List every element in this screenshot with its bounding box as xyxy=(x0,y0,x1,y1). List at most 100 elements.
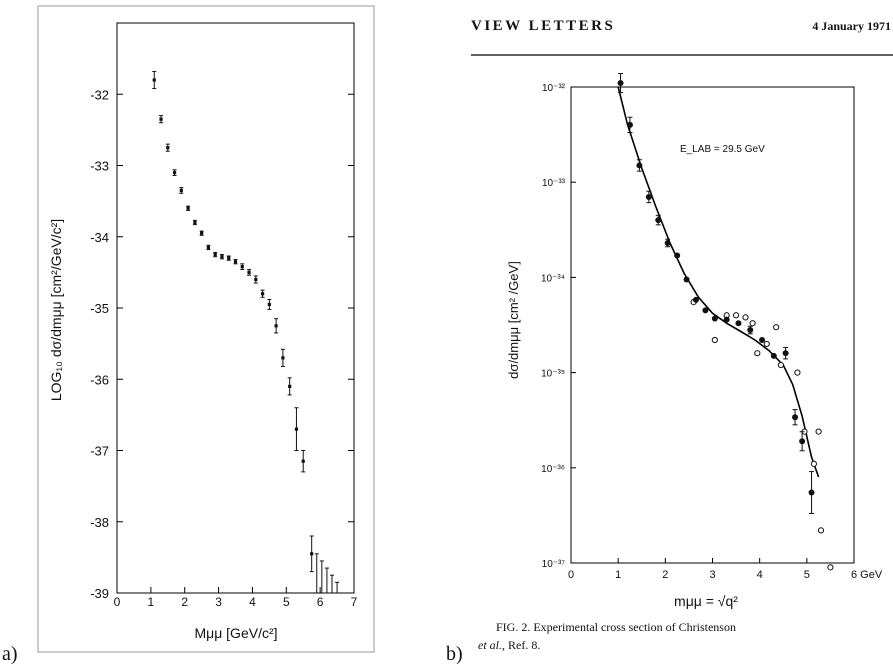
x-tick-label: 6 GeV xyxy=(851,569,883,581)
panel-b-x-axis-label: mμμ = √q² xyxy=(674,593,738,609)
filled-data-point xyxy=(645,193,652,200)
data-point xyxy=(227,256,231,260)
x-tick-label: 0 xyxy=(568,569,574,581)
panel-b-filled-points xyxy=(617,73,815,514)
caption-italic: et al., xyxy=(478,638,505,652)
filled-data-point xyxy=(799,438,806,445)
filled-data-point xyxy=(792,414,799,421)
data-point xyxy=(301,459,305,463)
open-data-point xyxy=(763,340,770,348)
open-data-point xyxy=(711,336,718,344)
data-point xyxy=(172,171,177,175)
data-point xyxy=(310,552,314,556)
filled-data-point xyxy=(702,307,709,314)
panel-b-y-axis-label: dσ/dmμμ [cm² /GeV] xyxy=(506,261,521,379)
y-tick-label: -33 xyxy=(90,159,109,174)
x-tick-label: 1 xyxy=(615,569,621,581)
x-tick-label: 0 xyxy=(114,595,121,609)
data-point xyxy=(233,260,238,264)
filled-data-point xyxy=(747,327,754,334)
filled-data-point xyxy=(759,337,766,344)
x-tick-label: 1 xyxy=(148,595,155,609)
x-tick-label: 7 xyxy=(351,595,358,609)
data-point xyxy=(240,265,244,269)
filled-data-point xyxy=(808,489,815,496)
panel-b-annotation-elab: E_LAB = 29.5 GeV xyxy=(680,144,765,155)
data-point xyxy=(186,206,190,210)
open-data-point xyxy=(817,527,825,534)
open-data-point xyxy=(742,314,749,321)
x-tick-label: 2 xyxy=(662,569,668,581)
y-tick-label: 10⁻³⁴ xyxy=(541,273,565,284)
journal-header-left: VIEW LETTERS xyxy=(471,18,615,34)
data-point xyxy=(213,252,217,257)
panel-a-x-axis-label: Mμμ [GeV/c²] xyxy=(194,625,277,641)
panel-b-fit-curve xyxy=(617,86,820,478)
open-data-point xyxy=(810,460,818,467)
y-tick-label: 10⁻³⁵ xyxy=(541,369,565,380)
data-point xyxy=(179,188,183,193)
x-tick-label: 6 xyxy=(317,595,324,609)
open-data-point xyxy=(749,320,756,327)
filled-data-point xyxy=(674,252,681,259)
y-tick-label: -32 xyxy=(90,87,109,102)
filled-data-point xyxy=(711,315,718,322)
journal-header-right: 4 January 1971 xyxy=(812,19,891,33)
filled-data-point xyxy=(692,296,699,303)
filled-data-point xyxy=(617,80,624,87)
figure-caption-line2: et al., Ref. 8. xyxy=(478,638,540,652)
panel-b-y-ticks: 10⁻³² 10⁻³³ 10⁻³⁴ 10⁻³⁵ 10⁻³⁶ 10⁻³⁷ xyxy=(541,83,576,570)
x-tick-label: 3 xyxy=(709,569,715,581)
data-point xyxy=(294,427,299,431)
y-tick-label: -37 xyxy=(90,444,109,459)
filled-data-point xyxy=(723,316,730,323)
data-point xyxy=(260,292,265,296)
open-data-point xyxy=(794,369,801,376)
open-data-point xyxy=(827,564,834,571)
caption-rest: Ref. 8. xyxy=(505,638,540,652)
y-tick-label: 10⁻³⁶ xyxy=(541,464,565,475)
open-data-point xyxy=(754,350,761,357)
data-point xyxy=(281,356,285,360)
filled-data-point xyxy=(636,162,643,169)
open-data-point xyxy=(773,324,780,331)
open-data-point xyxy=(777,361,784,369)
panel-b-label: b) xyxy=(446,643,463,664)
panel-a-label: a) xyxy=(2,643,18,664)
panel-b-open-points xyxy=(690,299,834,571)
data-point xyxy=(220,255,224,259)
fit-curve-line xyxy=(617,86,820,478)
panel-a-frame xyxy=(37,5,375,653)
panel-a-y-ticks: -32 -33 -34 -35 -36 -37 -38 -39 xyxy=(90,87,354,601)
filled-data-point xyxy=(735,320,742,327)
y-tick-label: -38 xyxy=(90,515,109,530)
filled-data-point xyxy=(626,121,633,128)
data-point xyxy=(206,245,211,250)
open-data-point xyxy=(732,312,740,319)
y-tick-label: -34 xyxy=(90,230,109,245)
filled-data-point xyxy=(655,217,662,224)
panel-a-data-points xyxy=(152,70,340,593)
panel-b: VIEW LETTERS 4 January 1971 10⁻³²10⁻³³10… xyxy=(471,18,893,652)
filled-data-point xyxy=(683,276,690,283)
x-tick-label: 4 xyxy=(249,595,256,609)
data-point xyxy=(159,117,163,121)
data-point xyxy=(200,231,204,235)
data-point xyxy=(274,324,278,328)
filled-data-point xyxy=(782,350,789,357)
data-point xyxy=(267,302,271,307)
open-data-point xyxy=(815,428,822,435)
data-point xyxy=(247,270,251,274)
filled-data-point xyxy=(770,352,777,359)
y-tick-label: 10⁻³³ xyxy=(542,178,566,189)
panel-b-x-ticks: 0 1 2 3 4 5 6 GeV xyxy=(568,558,883,581)
y-tick-label: -39 xyxy=(90,586,109,601)
data-point xyxy=(254,277,258,282)
y-tick-label: -35 xyxy=(90,301,109,316)
data-point xyxy=(193,220,197,225)
panel-a-y-axis-label: LOG₁₀ dσ/dmμμ [cm²/GeV/c²] xyxy=(48,219,64,401)
x-tick-label: 5 xyxy=(283,595,290,609)
panel-a-x-ticks: 0 1 2 3 4 5 6 7 xyxy=(114,587,358,609)
figure-caption-line1: FIG. 2. Experimental cross section of Ch… xyxy=(496,620,736,634)
x-tick-label: 4 xyxy=(757,569,763,581)
